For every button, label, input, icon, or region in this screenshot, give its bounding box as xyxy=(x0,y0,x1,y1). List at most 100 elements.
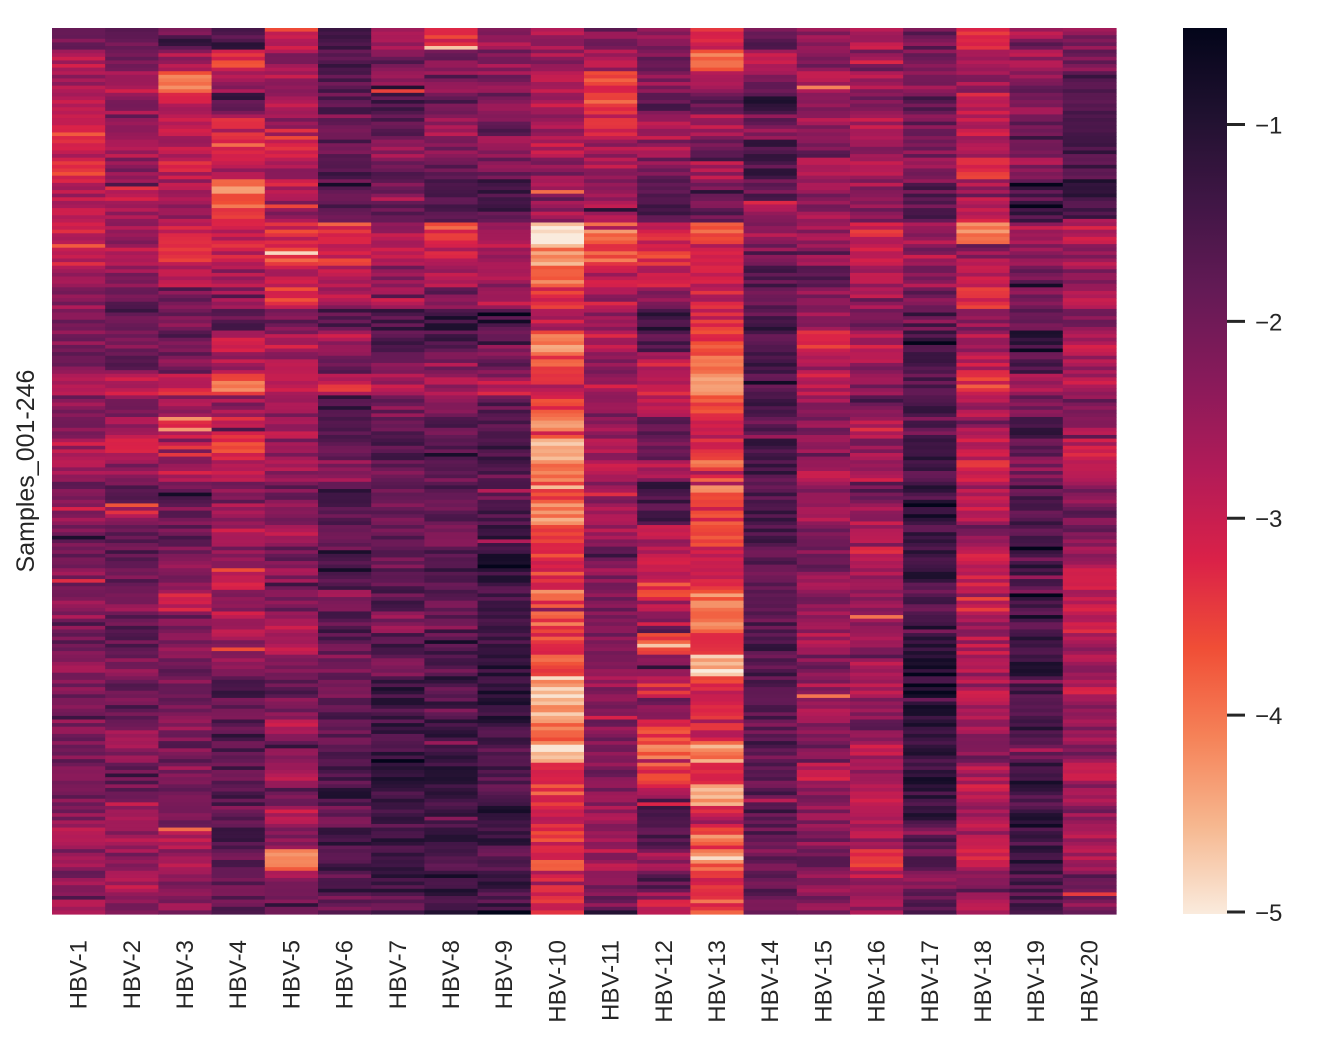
heatmap-cell xyxy=(956,110,1011,116)
heatmap-cell xyxy=(690,64,745,69)
heatmap-cell xyxy=(477,89,532,94)
heatmap-cell xyxy=(211,870,266,875)
heatmap-cell xyxy=(477,575,532,580)
heatmap-cell xyxy=(850,726,904,731)
heatmap-cell xyxy=(211,244,266,249)
heatmap-cell xyxy=(584,514,638,519)
heatmap-cell xyxy=(211,355,266,360)
heatmap-cell xyxy=(690,784,745,789)
heatmap-cell xyxy=(850,143,904,148)
heatmap-cell xyxy=(477,813,532,818)
heatmap-cell xyxy=(105,618,159,623)
heatmap-cell xyxy=(690,633,745,638)
heatmap-cell xyxy=(903,287,957,292)
heatmap-cell xyxy=(637,769,691,775)
heatmap-cell xyxy=(211,568,266,573)
heatmap-cell xyxy=(264,795,319,800)
heatmap-cell xyxy=(530,272,585,278)
heatmap-cell xyxy=(530,687,585,692)
heatmap-cell xyxy=(796,445,851,450)
heatmap-cell xyxy=(637,539,691,544)
heatmap-cell xyxy=(743,712,798,717)
heatmap-cell xyxy=(1062,240,1117,245)
heatmap-cell xyxy=(796,651,851,656)
heatmap-cell xyxy=(956,654,1011,659)
heatmap-cell xyxy=(477,456,532,461)
heatmap-cell xyxy=(956,334,1011,339)
heatmap-cell xyxy=(105,416,159,422)
heatmap-cell xyxy=(637,409,691,414)
heatmap-cell xyxy=(956,841,1011,847)
heatmap-cell xyxy=(637,280,691,285)
heatmap-cell xyxy=(743,110,798,116)
heatmap-cell xyxy=(637,744,691,749)
heatmap-cell xyxy=(211,625,266,631)
heatmap-cell xyxy=(318,121,372,126)
heatmap-cell xyxy=(52,298,106,303)
heatmap-cell xyxy=(584,334,638,339)
heatmap-cell xyxy=(796,60,851,65)
heatmap-cell xyxy=(52,460,106,465)
heatmap-cell xyxy=(264,780,319,785)
heatmap-cell xyxy=(318,416,372,422)
heatmap-cell xyxy=(371,377,425,382)
heatmap-cell xyxy=(796,759,851,764)
heatmap-cell xyxy=(477,384,532,389)
heatmap-cell xyxy=(796,589,851,595)
heatmap-cell xyxy=(318,442,372,447)
heatmap-cell xyxy=(158,478,213,483)
heatmap-cell xyxy=(530,474,585,479)
heatmap-cell xyxy=(690,744,745,749)
heatmap-cell xyxy=(1009,845,1064,850)
heatmap-cell xyxy=(796,416,851,422)
heatmap-cell xyxy=(158,276,213,281)
heatmap-cell xyxy=(584,550,638,555)
heatmap-cell xyxy=(105,593,159,598)
heatmap-cell xyxy=(158,452,213,458)
heatmap-cell xyxy=(477,269,532,274)
heatmap-cell xyxy=(956,874,1011,879)
heatmap-cell xyxy=(1062,546,1117,551)
heatmap-cell xyxy=(264,362,319,368)
heatmap-cell xyxy=(105,687,159,692)
heatmap-cell xyxy=(158,193,213,198)
heatmap-cell xyxy=(956,96,1011,101)
heatmap-cell xyxy=(211,312,266,317)
heatmap-cell xyxy=(584,611,638,616)
heatmap-cell xyxy=(318,110,372,116)
heatmap-cell xyxy=(211,316,266,321)
heatmap-cell xyxy=(158,777,213,782)
heatmap-cell xyxy=(956,438,1011,443)
heatmap-cell xyxy=(637,791,691,796)
heatmap-cell xyxy=(1062,712,1117,717)
heatmap-cell xyxy=(903,827,957,832)
heatmap-cell xyxy=(584,355,638,360)
heatmap-cell xyxy=(1009,784,1064,789)
heatmap-cell xyxy=(850,633,904,638)
heatmap-cell xyxy=(690,471,745,476)
heatmap-cell xyxy=(318,380,372,386)
heatmap-cell xyxy=(371,31,425,36)
heatmap-cell xyxy=(1062,474,1117,479)
heatmap-cell xyxy=(743,507,798,512)
heatmap-cell xyxy=(264,485,319,490)
heatmap-cell xyxy=(318,406,372,411)
heatmap-cell xyxy=(264,352,319,357)
heatmap-cell xyxy=(1009,553,1064,559)
heatmap-cell xyxy=(796,672,851,677)
heatmap-cell xyxy=(1009,240,1064,245)
heatmap-cell xyxy=(530,697,585,703)
heatmap-cell xyxy=(371,604,425,609)
heatmap-cell xyxy=(1009,906,1064,911)
heatmap-cell xyxy=(158,870,213,875)
heatmap-cell xyxy=(158,895,213,901)
heatmap-cell xyxy=(52,769,106,775)
heatmap-cell xyxy=(371,795,425,800)
heatmap-cell xyxy=(1009,38,1064,43)
heatmap-cell xyxy=(424,597,479,602)
heatmap-cell xyxy=(318,136,372,141)
heatmap-cell xyxy=(211,121,266,126)
heatmap-cell xyxy=(371,445,425,450)
heatmap-cell xyxy=(530,290,585,296)
heatmap-cell xyxy=(318,215,372,220)
